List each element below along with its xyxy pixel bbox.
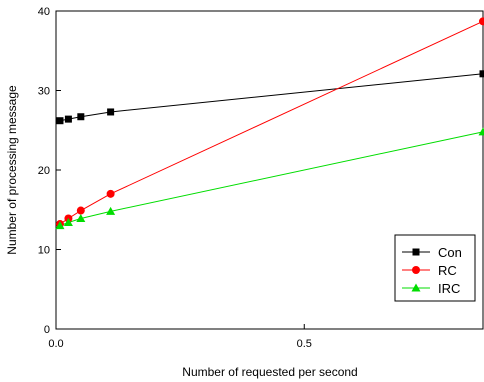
- data-point-irc: [76, 213, 86, 222]
- data-point-irc: [55, 221, 65, 230]
- y-tick-label: 0: [44, 324, 50, 336]
- legend-label-con: Con: [438, 245, 462, 260]
- data-point-irc: [63, 217, 73, 226]
- y-tick-label: 30: [38, 86, 50, 98]
- y-axis-label: Number of processing message: [5, 85, 19, 255]
- x-tick-label: 0.5: [297, 338, 312, 350]
- series-lines: [59, 20, 484, 227]
- data-point-rc: [106, 189, 115, 198]
- axis-ticks: 0 10 20 30 40 0.0 0.5: [38, 6, 312, 350]
- legend-marker-irc: [411, 283, 421, 292]
- y-tick-label: 10: [38, 245, 50, 257]
- data-point-con: [64, 115, 72, 123]
- legend-label-rc: RC: [438, 263, 457, 278]
- data-point-con: [77, 113, 85, 121]
- series-line-irc: [59, 131, 484, 227]
- data-point-irc: [478, 127, 484, 136]
- data-point-con: [107, 108, 115, 116]
- legend-entries: Con RC IRC: [402, 245, 462, 296]
- y-tick-label: 40: [38, 6, 50, 18]
- series-markers: [55, 17, 484, 230]
- legend-marker-rc: [412, 266, 420, 274]
- data-point-rc: [479, 17, 484, 26]
- data-point-irc: [106, 206, 116, 215]
- y-tick-label: 20: [38, 165, 50, 177]
- data-point-rc: [76, 206, 85, 215]
- legend-label-irc: IRC: [438, 281, 460, 296]
- legend-marker-con: [412, 248, 420, 256]
- data-point-con: [479, 70, 484, 78]
- legend: Con RC IRC: [394, 234, 476, 302]
- x-axis-label: Number of requested per second: [182, 365, 357, 379]
- series-line-rc: [59, 20, 484, 225]
- legend-box: [394, 234, 476, 302]
- series-line-con: [59, 73, 484, 122]
- data-point-con: [56, 117, 64, 125]
- x-tick-label: 0.0: [48, 338, 63, 350]
